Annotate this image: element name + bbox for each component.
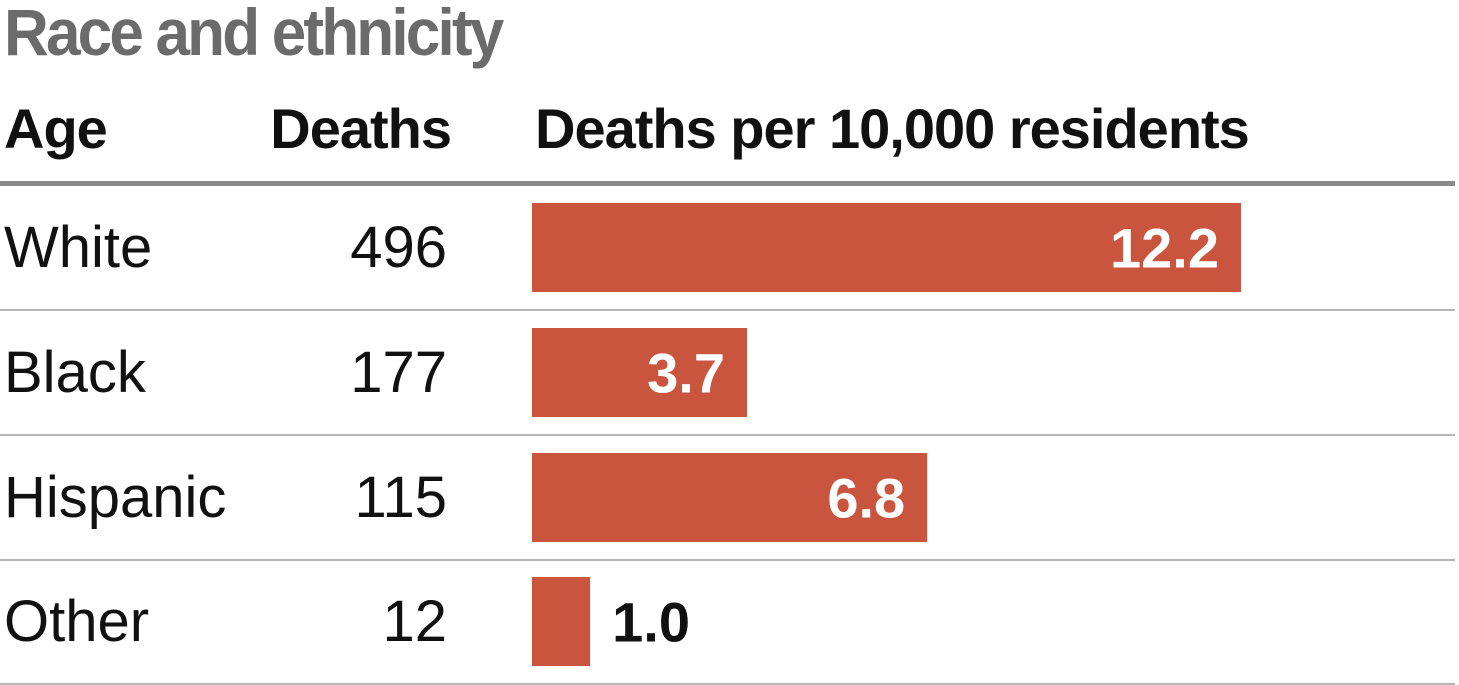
bar-hispanic [532,453,928,542]
table-row: Black 177 [0,311,1455,436]
table-row: White 496 [0,186,1455,311]
column-header-deaths: Deaths [270,97,452,160]
bar-value-label: 12.2 [1110,217,1219,280]
bar-value-label: 1.0 [612,591,690,654]
table-row: Hispanic 115 [0,436,1455,561]
row-divider [0,309,1455,311]
row-label: White [4,215,153,280]
row-label: Black [4,340,146,405]
row-label: Hispanic [4,465,227,530]
table-row: Other 12 [0,560,1455,685]
bar-white [532,203,1241,292]
row-deaths: 496 [350,215,447,280]
row-deaths: 115 [354,465,447,530]
row-divider [0,434,1455,436]
bar-other [532,577,591,666]
column-header-rate: Deaths per 10,000 residents [535,97,1250,160]
chart-title: Race and ethnicity [4,0,504,69]
bar-black [532,328,748,417]
row-deaths: 12 [382,589,447,654]
header-rule [0,181,1455,186]
row-divider [0,683,1455,685]
row-divider [0,559,1455,561]
row-label: Other [4,589,150,654]
bar-value-label: 3.7 [647,342,725,405]
column-header-age: Age [4,97,108,160]
row-deaths: 177 [350,340,447,405]
bar-value-label: 6.8 [827,467,905,530]
